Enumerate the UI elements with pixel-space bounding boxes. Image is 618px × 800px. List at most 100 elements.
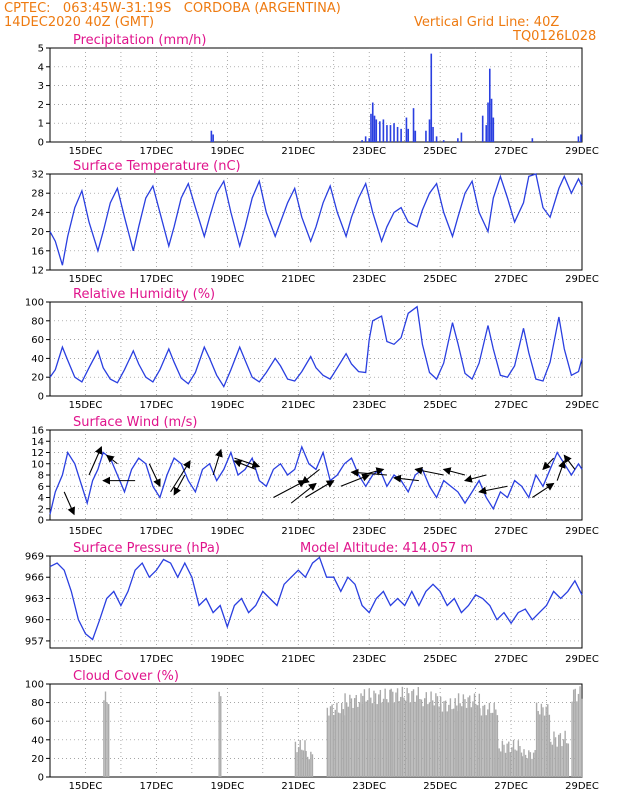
cloud-bar <box>431 700 434 777</box>
x-tick-label: 27DEC <box>494 781 528 792</box>
cloud-bar <box>558 734 560 777</box>
cloud-bar <box>483 704 486 777</box>
header-datetime: 14DEC2020 40Z (GMT) <box>4 15 155 30</box>
cloud-bar <box>365 701 367 777</box>
cloud-bar <box>390 688 392 777</box>
cloud-bar <box>296 752 298 777</box>
y-tick-label: 966 <box>25 573 44 584</box>
cloud-bar <box>297 747 300 777</box>
precip-bar <box>407 128 410 142</box>
panel-5: 0 20 40 60 80 100 15DEC 17DEC 19DEC 21DEC 23DEC 25D… <box>25 669 599 792</box>
wind-arrow <box>463 474 487 483</box>
cloud-bar <box>561 746 563 777</box>
cloud-bar <box>511 747 513 777</box>
series-line <box>49 445 583 515</box>
precip-bar <box>364 136 367 142</box>
wind-arrow <box>290 482 317 504</box>
y-tick-label: 80 <box>31 316 44 327</box>
cloud-bar <box>352 707 354 777</box>
x-tick-label: 29DEC <box>565 400 599 411</box>
y-tick-label: 6 <box>38 482 44 493</box>
y-tick-label: 3 <box>38 81 44 92</box>
cloud-bar <box>526 758 528 777</box>
x-tick-label: 25DEC <box>423 781 457 792</box>
cloud-bar <box>459 703 461 777</box>
cloud-bar <box>520 752 523 777</box>
cloud-bar <box>349 694 351 777</box>
cloud-bar <box>404 700 407 777</box>
panel-title: Surface Pressure (hPa) <box>73 541 220 556</box>
x-tick-label: 15DEC <box>69 274 103 285</box>
wind-arrow <box>305 480 335 498</box>
cloud-bar <box>341 702 343 777</box>
x-tick-label: 19DEC <box>210 526 244 537</box>
x-tick-label: 15DEC <box>69 400 103 411</box>
cloud-bar <box>417 687 420 777</box>
cloud-bar <box>366 700 369 777</box>
cloud-bar <box>496 739 499 777</box>
cloud-bar <box>491 712 494 777</box>
cloud-bar <box>438 706 440 777</box>
y-tick-label: 60 <box>31 717 44 728</box>
cloud-bar <box>461 706 463 777</box>
panel-title: Precipitation (mm/h) <box>73 33 206 48</box>
cloud-bar <box>514 749 516 777</box>
y-tick-label: 20 <box>31 373 44 384</box>
precip-bar <box>386 125 388 142</box>
y-tick-label: 969 <box>25 552 44 563</box>
cloud-bar <box>389 689 391 777</box>
cloud-bar <box>368 688 370 777</box>
cloud-bar <box>336 702 338 777</box>
precip-bar <box>379 121 381 142</box>
cloud-bar <box>342 709 344 777</box>
wind-arrow <box>301 468 320 485</box>
cloud-bar <box>344 693 346 777</box>
wind-arrow <box>532 482 555 498</box>
x-tick-label: 19DEC <box>210 654 244 665</box>
cloud-bar <box>103 700 105 777</box>
x-tick-label: 19DEC <box>210 400 244 411</box>
cloud-bar <box>540 703 543 777</box>
precip-bar <box>375 119 378 142</box>
wind-arrow <box>478 485 508 495</box>
x-tick-label: 27DEC <box>494 400 528 411</box>
cloud-bar <box>308 759 310 777</box>
cloud-bar <box>311 754 314 777</box>
cloud-bar <box>548 714 551 777</box>
y-tick-label: 100 <box>25 680 44 691</box>
y-tick-label: 963 <box>25 594 44 605</box>
cloud-bar <box>393 702 396 777</box>
cloud-bar <box>512 739 515 777</box>
cloud-bar <box>363 689 366 777</box>
cloud-bar <box>435 693 437 777</box>
cloud-bar <box>355 694 357 777</box>
y-tick-label: 16 <box>31 246 44 257</box>
wind-arrow <box>563 454 576 470</box>
cloud-bar <box>571 701 573 777</box>
cloud-bar <box>469 695 471 777</box>
panel-frame <box>49 47 583 143</box>
cloud-bar <box>516 750 518 777</box>
precip-bar <box>428 119 431 142</box>
cloud-bar <box>524 754 527 777</box>
precip-bar <box>373 115 376 142</box>
cloud-bar <box>462 694 465 777</box>
cloud-bar <box>302 750 305 777</box>
cloud-bar <box>386 699 388 777</box>
cloud-bar <box>107 704 110 777</box>
precip-bar <box>442 140 445 142</box>
cloud-bar <box>493 702 495 777</box>
cloud-bar <box>521 756 524 777</box>
precip-bar <box>457 138 459 142</box>
precip-bar <box>432 126 434 142</box>
cloud-bar <box>401 686 404 777</box>
cloud-bar <box>218 691 220 777</box>
panel-1: 12 16 20 24 28 32 15DEC 17DEC 19DEC 21DEC 23DEC 25D… <box>31 159 599 285</box>
cloud-bar <box>427 704 429 777</box>
cloud-bar <box>574 688 576 777</box>
wind-arrow <box>556 459 566 481</box>
precip-bar <box>460 132 463 142</box>
cloud-bar <box>409 702 412 777</box>
precip-bar <box>368 138 370 142</box>
x-tick-label: 27DEC <box>494 146 528 157</box>
